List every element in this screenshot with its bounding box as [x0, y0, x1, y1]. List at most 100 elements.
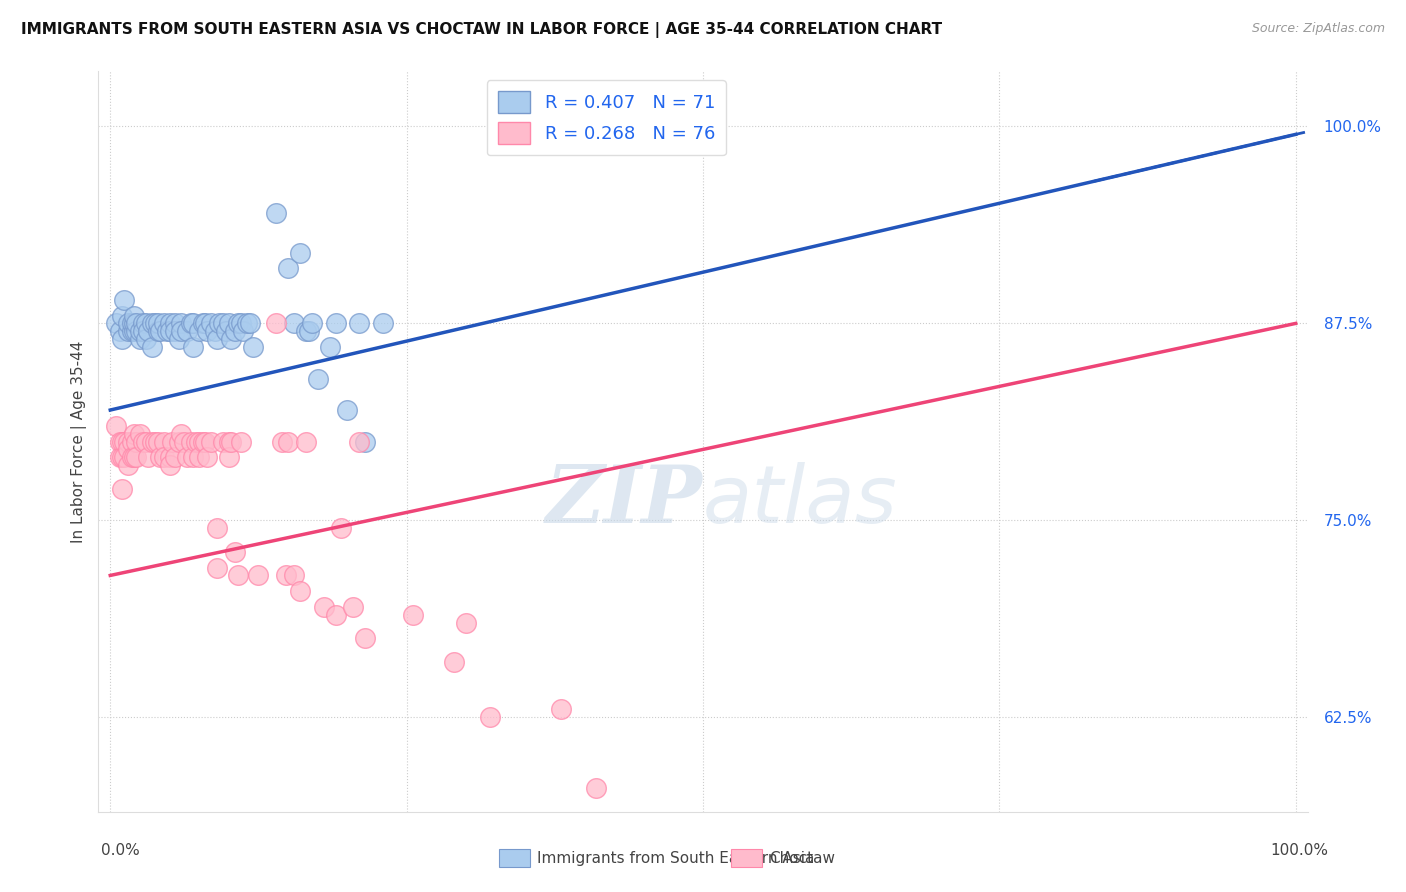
Point: [247, 568, 270, 582]
Point: [342, 599, 364, 614]
Point: [121, 317, 143, 331]
Point: [224, 324, 246, 338]
Point: [165, 450, 187, 465]
Point: [146, 434, 169, 449]
Point: [336, 403, 359, 417]
Point: [191, 434, 214, 449]
Point: [170, 317, 193, 331]
Point: [111, 434, 134, 449]
Point: [132, 317, 155, 331]
Point: [111, 332, 134, 346]
Point: [478, 710, 501, 724]
Point: [229, 434, 252, 449]
Point: [204, 324, 226, 338]
Point: [264, 317, 287, 331]
Point: [159, 317, 181, 331]
Point: [550, 702, 572, 716]
Point: [167, 434, 190, 449]
Point: [264, 206, 287, 220]
Point: [224, 545, 246, 559]
Point: [188, 434, 211, 449]
Point: [136, 324, 159, 338]
Point: [129, 332, 152, 346]
Point: [295, 324, 318, 338]
Point: [330, 521, 353, 535]
Point: [146, 324, 169, 338]
Point: [242, 340, 264, 354]
Point: [122, 309, 145, 323]
Point: [117, 324, 139, 338]
Point: [141, 317, 163, 331]
Point: [443, 655, 465, 669]
Point: [149, 324, 172, 338]
Text: Choctaw: Choctaw: [769, 851, 835, 865]
Legend: R = 0.407   N = 71, R = 0.268   N = 76: R = 0.407 N = 71, R = 0.268 N = 76: [486, 80, 725, 155]
Point: [159, 324, 181, 338]
Point: [181, 450, 204, 465]
Point: [212, 317, 235, 331]
Point: [277, 434, 299, 449]
Point: [114, 434, 136, 449]
Point: [121, 324, 143, 338]
Point: [111, 450, 134, 465]
Point: [585, 781, 607, 796]
Point: [239, 317, 262, 331]
Point: [180, 317, 202, 331]
Point: [165, 324, 187, 338]
Point: [212, 434, 235, 449]
Point: [219, 332, 242, 346]
Point: [111, 482, 134, 496]
Point: [218, 317, 240, 331]
Point: [191, 317, 214, 331]
Point: [301, 317, 323, 331]
Point: [208, 317, 231, 331]
Point: [121, 434, 143, 449]
Point: [117, 434, 139, 449]
Point: [125, 324, 148, 338]
Point: [401, 607, 423, 622]
Point: [114, 293, 136, 307]
Point: [176, 450, 198, 465]
Point: [184, 434, 207, 449]
Point: [129, 426, 152, 441]
Point: [205, 521, 228, 535]
Point: [354, 434, 377, 449]
Point: [152, 317, 174, 331]
Point: [181, 340, 204, 354]
Point: [117, 458, 139, 472]
Text: atlas: atlas: [703, 462, 898, 540]
Point: [307, 371, 329, 385]
Point: [141, 340, 163, 354]
Point: [235, 317, 257, 331]
Point: [325, 317, 347, 331]
Point: [283, 568, 305, 582]
Point: [108, 450, 131, 465]
Point: [125, 434, 148, 449]
Point: [152, 434, 174, 449]
Point: [117, 442, 139, 457]
Point: [170, 324, 193, 338]
Point: [122, 450, 145, 465]
Point: [180, 434, 202, 449]
Point: [312, 599, 335, 614]
Point: [129, 324, 152, 338]
Point: [121, 450, 143, 465]
Point: [271, 434, 294, 449]
Y-axis label: In Labor Force | Age 35-44: In Labor Force | Age 35-44: [72, 341, 87, 542]
Point: [347, 317, 370, 331]
Point: [143, 434, 166, 449]
Point: [226, 568, 249, 582]
Point: [371, 317, 394, 331]
Text: IMMIGRANTS FROM SOUTH EASTERN ASIA VS CHOCTAW IN LABOR FORCE | AGE 35-44 CORRELA: IMMIGRANTS FROM SOUTH EASTERN ASIA VS CH…: [21, 22, 942, 38]
Point: [274, 568, 297, 582]
Point: [117, 317, 139, 331]
Text: 0.0%: 0.0%: [101, 843, 141, 858]
Point: [156, 324, 179, 338]
Text: Source: ZipAtlas.com: Source: ZipAtlas.com: [1251, 22, 1385, 36]
Point: [188, 324, 211, 338]
Point: [108, 324, 131, 338]
Point: [354, 632, 377, 646]
Point: [149, 450, 172, 465]
Point: [200, 317, 222, 331]
Point: [197, 324, 219, 338]
